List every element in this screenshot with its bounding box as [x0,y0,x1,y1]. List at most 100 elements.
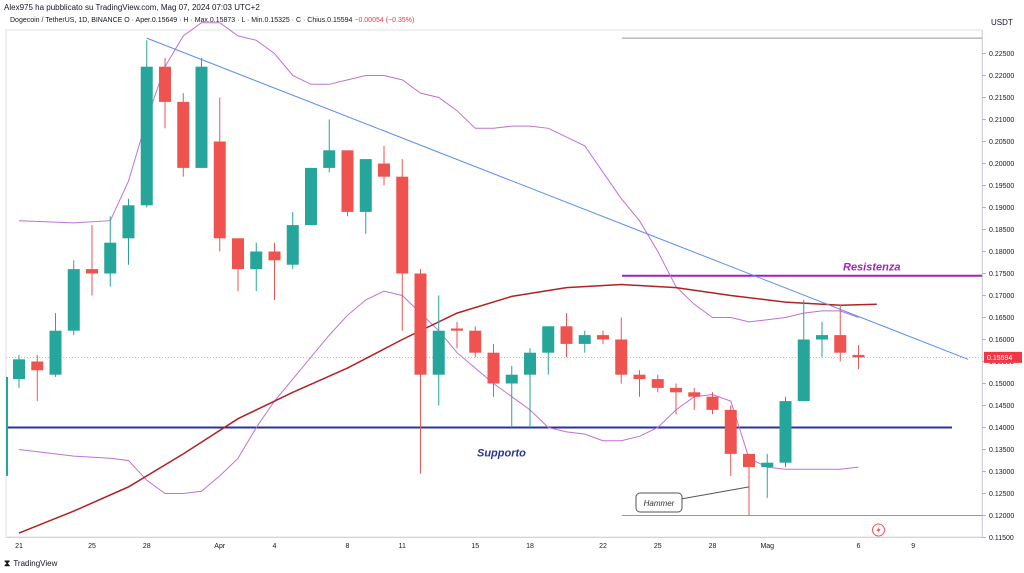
x-tick-label: 8 [346,543,350,550]
candle-body[interactable] [250,251,263,270]
tradingview-mark-icon: ⧗ [4,558,11,568]
x-tick-label: 22 [599,543,607,550]
candle-body[interactable] [724,409,737,454]
x-tick-label: 25 [88,543,96,550]
x-tick-label: Mag [760,543,774,550]
publisher-line: Alex975 ha pubblicato su TradingView.com… [4,3,260,12]
y-tick-label: 0.11500 [989,535,1014,542]
y-tick-label: 0.21000 [989,117,1014,124]
x-tick-label: Apr [214,543,226,550]
y-tick-label: 0.12000 [989,513,1014,520]
candle-body[interactable] [560,326,573,344]
candle-body[interactable] [86,269,98,274]
x-tick-label: 9 [911,543,915,550]
downtrend-line[interactable] [146,37,969,360]
x-tick-label: 15 [471,543,479,550]
y-tick-label: 0.14000 [989,425,1014,432]
candle-body[interactable] [159,66,171,102]
x-tick-label: 18 [526,543,534,550]
y-tick-label: 0.19500 [989,183,1014,190]
candle-body[interactable] [743,453,755,468]
candle-body[interactable] [232,238,244,270]
x-tick-label: 4 [273,543,277,550]
y-tick-label: 0.16000 [989,337,1014,344]
candle-body[interactable] [651,379,664,388]
candle-body[interactable] [359,159,372,212]
candle-body[interactable] [13,359,25,380]
x-tick-label: 25 [654,543,662,550]
candle-body[interactable] [286,225,299,265]
y-tick-label: 0.20500 [989,139,1014,146]
candle-body[interactable] [670,387,682,393]
moving-average-line[interactable] [18,283,877,534]
hammer-annotation: Hammer [644,499,675,508]
hammer-callout-box[interactable] [635,492,683,513]
y-tick-label: 0.17000 [989,293,1014,300]
candle-body[interactable] [706,396,719,410]
candle-body[interactable] [524,352,536,375]
candle-body[interactable] [305,167,317,226]
candle-body[interactable] [578,335,591,344]
candle-body[interactable] [597,335,609,340]
lightning-bolt-icon [876,526,881,534]
tradingview-logo: ⧗ TradingView [4,558,57,569]
y-tick-label: 0.21500 [989,95,1014,102]
candle-body[interactable] [122,205,135,239]
y-tick-label: 0.18500 [989,227,1014,234]
current-price-label: 0.15594 [987,355,1012,362]
candle-body[interactable] [834,335,847,353]
x-tick-label: 28 [709,543,717,550]
candle-body[interactable] [414,273,427,375]
candle-body[interactable] [779,401,792,463]
candle-body[interactable] [761,462,774,468]
y-tick-label: 0.12500 [989,491,1014,498]
candle-body[interactable] [213,141,226,239]
candle-body[interactable] [140,66,153,206]
candle-body[interactable] [31,361,44,371]
candle-body[interactable] [432,330,445,375]
candle-body[interactable] [633,374,646,380]
candle-body[interactable] [268,251,281,261]
candle-body[interactable] [688,392,701,397]
candle-body[interactable] [542,326,555,353]
candle-body[interactable] [816,335,828,340]
candle-body[interactable] [451,328,463,331]
y-tick-label: 0.22500 [989,51,1014,58]
support-annotation: Supporto [477,448,526,460]
y-tick-label: 0.13500 [989,447,1014,454]
candle-body[interactable] [505,374,518,384]
candle-body[interactable] [378,163,390,177]
candle-body[interactable] [469,330,482,353]
candle-body[interactable] [195,66,208,168]
x-tick-label: 21 [15,543,23,550]
candle-body[interactable] [177,101,190,168]
ohlc-values: O · Aper.0.15649 · H · Max.0.15873 · L ·… [124,17,353,24]
candle-body[interactable] [49,330,62,375]
x-tick-label: 11 [399,543,406,550]
candle-body[interactable] [615,339,628,375]
y-tick-label: 0.15000 [989,381,1014,388]
candle-body[interactable] [396,176,409,274]
upper-band-line[interactable] [18,22,859,323]
x-tick-label: 28 [143,543,151,550]
candle-body[interactable] [323,150,336,168]
y-tick-label: 0.19000 [989,205,1014,212]
candle-body[interactable] [487,352,500,384]
x-tick-label: 6 [857,543,861,550]
y-tick-label: 0.18000 [989,249,1014,256]
candle-body[interactable] [797,339,810,402]
candle-body[interactable] [852,354,865,358]
y-tick-label: 0.14500 [989,403,1014,410]
hammer-pointer [680,486,750,500]
candle-body[interactable] [104,242,117,274]
candle-body[interactable] [341,150,354,212]
lower-band-line[interactable] [18,290,859,494]
currency-label: USDT [991,18,1013,27]
symbol-name: Dogecoin / TetherUS, 1D, BINANCE [10,17,123,24]
current-price-badge [984,351,1022,363]
y-tick-label: 0.17500 [989,271,1014,278]
symbol-line: Dogecoin / TetherUS, 1D, BINANCE O · Ape… [10,17,414,24]
price-change: −0.00054 (−0.35%) [354,17,415,24]
candle-body[interactable] [67,269,80,331]
